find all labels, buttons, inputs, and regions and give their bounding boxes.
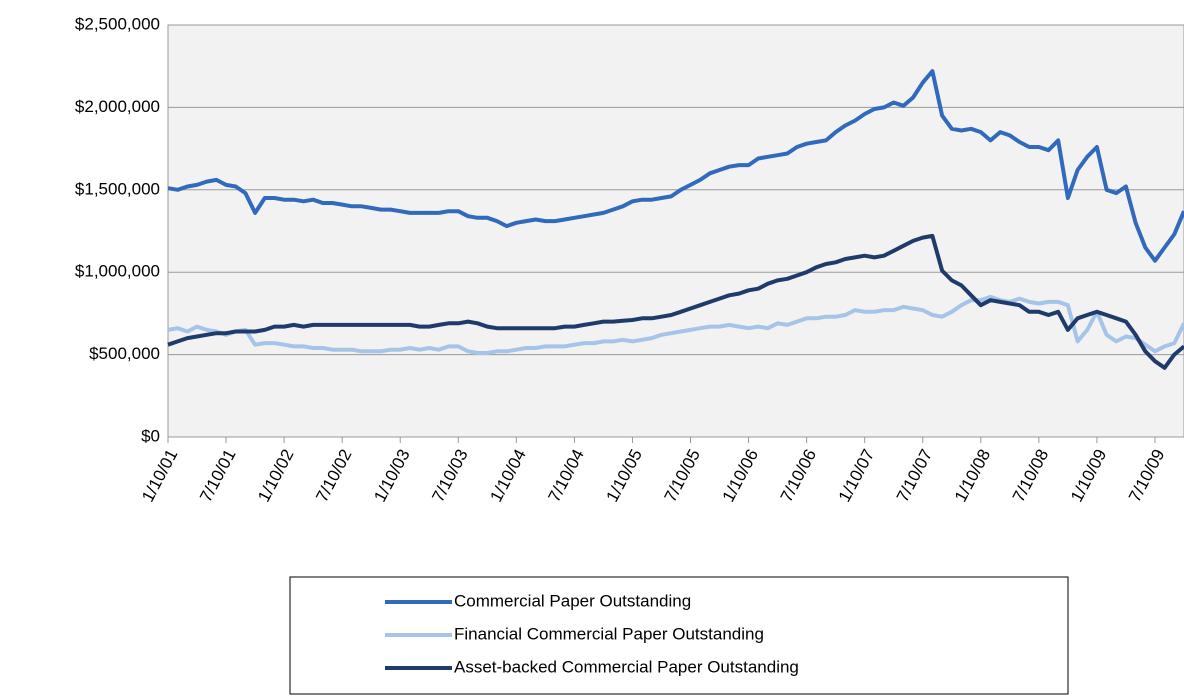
x-tick-label: 1/10/06	[719, 446, 762, 505]
y-tick-label: $500,000	[89, 344, 160, 363]
series-line	[167, 69, 1184, 263]
x-tick-label: 7/10/05	[661, 446, 704, 505]
series-line	[167, 294, 1184, 355]
x-tick-label: 7/10/09	[1125, 446, 1168, 505]
x-tick-label: 1/10/01	[138, 446, 181, 505]
legend-label: Commercial Paper Outstanding	[454, 591, 691, 610]
x-tick-label: 7/10/01	[196, 446, 239, 505]
x-tick-label: 7/10/06	[777, 446, 820, 505]
y-tick-label: $1,000,000	[75, 262, 160, 281]
y-tick-label: $1,500,000	[75, 179, 160, 198]
x-tick-label: 1/10/05	[603, 446, 646, 505]
x-tick-label: 1/10/03	[370, 446, 413, 505]
x-tick-label: 1/10/04	[486, 446, 529, 505]
x-tick-label: 1/10/02	[254, 446, 297, 505]
x-tick-label: 1/10/09	[1067, 446, 1110, 505]
plot-area	[167, 24, 1184, 438]
x-tick-label: 7/10/04	[544, 446, 587, 505]
x-tick-label: 7/10/02	[312, 446, 355, 505]
series-line	[167, 233, 1184, 370]
x-tick-label: 1/10/07	[835, 446, 878, 505]
x-tick-label: 1/10/08	[951, 446, 994, 505]
y-tick-label: $0	[141, 426, 160, 445]
legend-label: Financial Commercial Paper Outstanding	[454, 624, 764, 643]
y-tick-label: $2,500,000	[75, 14, 160, 33]
x-tick-label: 7/10/07	[893, 446, 936, 505]
x-tick-label: 7/10/08	[1009, 446, 1052, 505]
x-tick-label: 7/10/03	[428, 446, 471, 505]
legend-label: Asset-backed Commercial Paper Outstandin…	[454, 657, 799, 676]
y-tick-label: $2,000,000	[75, 97, 160, 116]
